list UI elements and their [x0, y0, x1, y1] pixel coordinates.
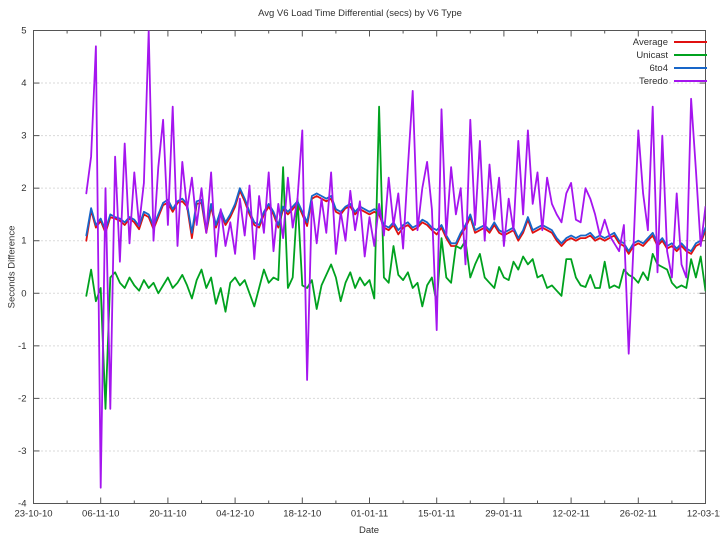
x-tick-label: 23-10-10	[14, 509, 52, 520]
legend-item-teredo: Teredo	[633, 75, 707, 87]
chart-title: Avg V6 Load Time Differential (secs) by …	[258, 8, 462, 19]
x-tick-label: 04-12-10	[216, 509, 254, 520]
y-tick-label: 1	[21, 236, 26, 247]
legend-line-swatch-unicast	[674, 54, 707, 56]
x-tick-label: 29-01-11	[485, 509, 522, 520]
x-tick-label: 12-03-11	[687, 509, 720, 520]
legend-line-swatch-teredo	[674, 80, 707, 82]
y-tick-label: 4	[21, 78, 26, 89]
y-tick-label: -4	[18, 499, 26, 510]
x-tick-label: 26-02-11	[620, 509, 657, 520]
x-tick-label: 06-11-10	[82, 509, 119, 520]
legend-line-swatch-6to4	[674, 67, 707, 69]
legend-label-unicast: Unicast	[636, 49, 668, 61]
y-tick-label: -3	[18, 446, 26, 457]
plot-border	[33, 30, 706, 504]
legend-item-average: Average	[633, 36, 707, 48]
legend: Average Unicast 6to4 Teredo	[633, 36, 707, 87]
series-line-6to4	[85, 187, 706, 253]
x-tick-label: 01-01-11	[351, 509, 388, 520]
series-line-teredo	[85, 30, 706, 489]
y-tick-label: -1	[18, 341, 26, 352]
x-axis-label: Date	[358, 525, 380, 536]
legend-line-swatch-average	[674, 41, 707, 43]
x-tick-label: 12-02-11	[552, 509, 589, 520]
legend-label-average: Average	[632, 36, 668, 48]
y-tick-label: 5	[21, 26, 26, 37]
legend-label-teredo: Teredo	[638, 75, 668, 87]
y-tick-label: 0	[21, 288, 26, 299]
series-line-unicast	[85, 105, 706, 410]
y-tick-label: 3	[21, 131, 26, 142]
x-tick-label: 20-11-10	[149, 509, 186, 520]
x-tick-label: 15-01-11	[418, 509, 455, 520]
x-tick-label: 18-12-10	[283, 509, 321, 520]
y-tick-label: 2	[21, 183, 26, 194]
legend-item-unicast: Unicast	[633, 49, 707, 61]
y-tick-label: -2	[18, 393, 26, 404]
legend-item-6to4: 6to4	[633, 62, 707, 74]
legend-label-6to4: 6to4	[649, 62, 669, 74]
